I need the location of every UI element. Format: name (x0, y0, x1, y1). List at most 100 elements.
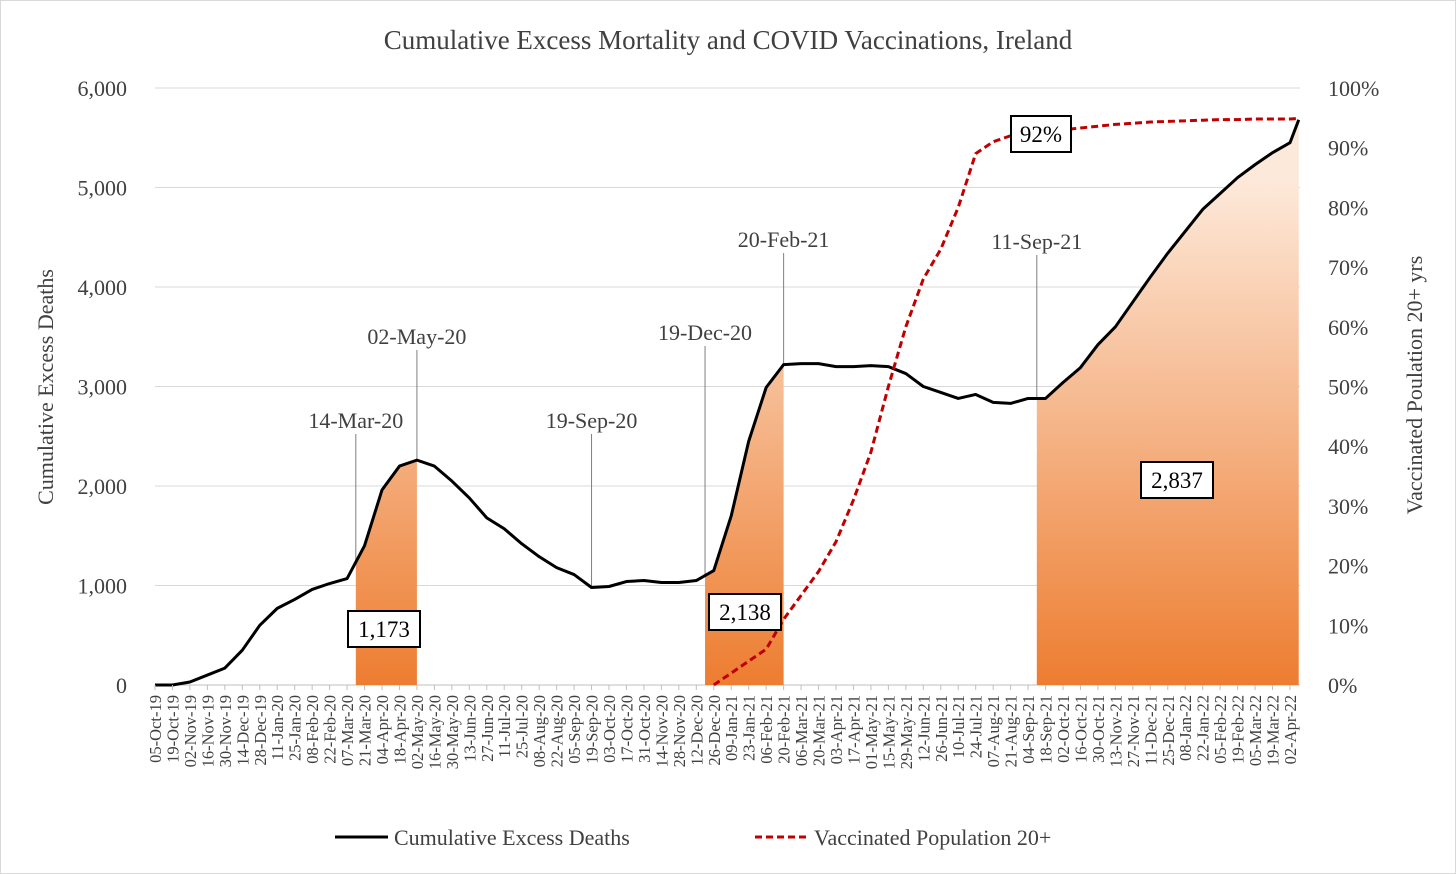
y2-tick-label: 40% (1328, 434, 1368, 459)
x-tick-label: 20-Mar-21 (810, 695, 829, 766)
x-tick-label: 25-Jul-20 (513, 695, 532, 758)
x-tick-label: 27-Jun-20 (478, 695, 497, 762)
y2-tick-label: 100% (1328, 76, 1379, 101)
y-tick-label: 6,000 (78, 76, 128, 101)
x-tick-label: 11-Jan-20 (268, 695, 287, 760)
x-tick-label: 11-Jul-20 (495, 695, 514, 758)
x-tick-label: 16-May-20 (425, 695, 444, 769)
date-annotation: 14-Mar-20 (308, 408, 403, 433)
x-tick-label: 05-Mar-22 (1246, 695, 1265, 766)
y2-tick-label: 20% (1328, 554, 1368, 579)
x-tick-label: 15-May-21 (879, 695, 898, 769)
x-tick-label: 10-Jul-21 (949, 695, 968, 758)
x-tick-label: 02-Nov-19 (181, 695, 200, 767)
y-tick-label: 2,000 (78, 474, 128, 499)
x-tick-label: 01-May-21 (862, 695, 881, 769)
x-tick-label: 18-Sep-21 (1037, 695, 1056, 764)
date-annotation: 20-Feb-21 (738, 227, 830, 252)
y-tick-label: 0 (116, 673, 127, 698)
x-tick-label: 13-Jun-20 (460, 695, 479, 762)
x-tick-label: 21-Aug-21 (1002, 695, 1021, 767)
y-tick-label: 3,000 (78, 375, 128, 400)
x-tick-label: 05-Feb-22 (1211, 695, 1230, 764)
y2-tick-label: 0% (1328, 673, 1357, 698)
x-tick-label: 26-Dec-20 (705, 695, 724, 766)
period-label: 2,837 (1151, 468, 1203, 493)
x-tick-label: 22-Aug-20 (548, 695, 567, 767)
shaded-period (355, 460, 417, 685)
y2-axis-label: Vaccinated Poulation 20+ yrs (1402, 256, 1427, 515)
period-label-box (1140, 461, 1214, 499)
x-tick-label: 30-Oct-21 (1089, 695, 1108, 763)
x-tick-label: 19-Mar-22 (1264, 695, 1283, 766)
x-tick-label: 14-Dec-19 (233, 695, 252, 766)
x-tick-label: 14-Nov-20 (652, 695, 671, 767)
x-tick-label: 09-Jan-21 (722, 695, 741, 761)
y2-tick-label: 90% (1328, 136, 1368, 161)
date-annotation: 19-Dec-20 (658, 320, 752, 345)
x-tick-label: 05-Sep-20 (565, 695, 584, 764)
y2-tick-label: 70% (1328, 255, 1368, 280)
y2-tick-label: 10% (1328, 613, 1368, 638)
y2-tick-label: 80% (1328, 195, 1368, 220)
vaccination-label-box (1010, 115, 1072, 153)
vaccination-label: 92% (1020, 122, 1062, 147)
legend-label-deaths: Cumulative Excess Deaths (394, 825, 630, 850)
period-label-box (347, 610, 421, 648)
x-tick-label: 22-Jan-22 (1194, 695, 1213, 761)
y2-tick-label: 60% (1328, 315, 1368, 340)
legend-label-vaccinated: Vaccinated Population 20+ (814, 825, 1051, 850)
x-tick-label: 25-Jan-20 (286, 695, 305, 761)
date-annotation: 19-Sep-20 (546, 408, 638, 433)
x-tick-label: 12-Dec-20 (687, 695, 706, 766)
x-tick-label: 31-Oct-20 (635, 695, 654, 763)
x-tick-label: 17-Oct-20 (617, 695, 636, 763)
x-tick-label: 19-Feb-22 (1229, 695, 1248, 764)
x-tick-label: 06-Mar-21 (792, 695, 811, 766)
x-tick-label: 21-Mar-20 (356, 695, 375, 766)
x-tick-label: 30-May-20 (443, 695, 462, 769)
x-tick-label: 04-Apr-20 (373, 695, 392, 764)
x-tick-label: 12-Jun-21 (914, 695, 933, 762)
legend: Cumulative Excess Deaths Vaccinated Popu… (335, 825, 1051, 850)
period-label: 2,138 (719, 600, 771, 625)
period-label-box (708, 593, 782, 631)
period-label: 1,173 (358, 617, 410, 642)
x-tick-label: 18-Apr-20 (390, 695, 409, 764)
x-tick-label: 19-Sep-20 (583, 695, 602, 764)
shaded-period (705, 364, 784, 685)
x-tick-label: 03-Oct-20 (600, 695, 619, 763)
x-tick-label: 28-Nov-20 (670, 695, 689, 767)
y2-tick-label: 50% (1328, 375, 1368, 400)
x-tick-label: 06-Feb-21 (757, 695, 776, 764)
y-tick-label: 1,000 (78, 574, 128, 599)
x-tick-label: 02-May-20 (408, 695, 427, 769)
x-tick-label: 02-Apr-22 (1281, 695, 1300, 764)
x-tick-label: 22-Feb-20 (321, 695, 340, 764)
y-tick-label: 4,000 (78, 275, 128, 300)
x-tick-label: 30-Nov-19 (216, 695, 235, 767)
x-tick-label: 20-Feb-21 (775, 695, 794, 764)
x-tick-label: 24-Jul-21 (967, 695, 986, 758)
x-tick-label: 16-Oct-21 (1071, 695, 1090, 763)
x-tick-label: 04-Sep-21 (1019, 695, 1038, 764)
x-tick-label: 08-Jan-22 (1176, 695, 1195, 761)
date-annotation: 11-Sep-21 (991, 229, 1082, 254)
x-tick-label: 25-Dec-21 (1159, 695, 1178, 766)
x-tick-label: 07-Aug-21 (984, 695, 1003, 767)
x-tick-label: 23-Jan-21 (740, 695, 759, 761)
x-tick-label: 29-May-21 (897, 695, 916, 769)
x-tick-label: 08-Aug-20 (530, 695, 549, 767)
x-tick-label: 19-Oct-19 (163, 695, 182, 763)
shaded-period (1036, 119, 1299, 686)
x-tick-label: 05-Oct-19 (146, 695, 165, 763)
x-tick-label: 27-Nov-21 (1124, 695, 1143, 767)
x-tick-label: 16-Nov-19 (198, 695, 217, 767)
x-tick-label: 02-Oct-21 (1054, 695, 1073, 763)
x-tick-label: 08-Feb-20 (303, 695, 322, 764)
x-tick-label: 26-Jun-21 (932, 695, 951, 762)
date-annotation: 02-May-20 (367, 324, 466, 349)
x-tick-label: 28-Dec-19 (251, 695, 270, 766)
chart-title: Cumulative Excess Mortality and COVID Va… (384, 25, 1073, 55)
